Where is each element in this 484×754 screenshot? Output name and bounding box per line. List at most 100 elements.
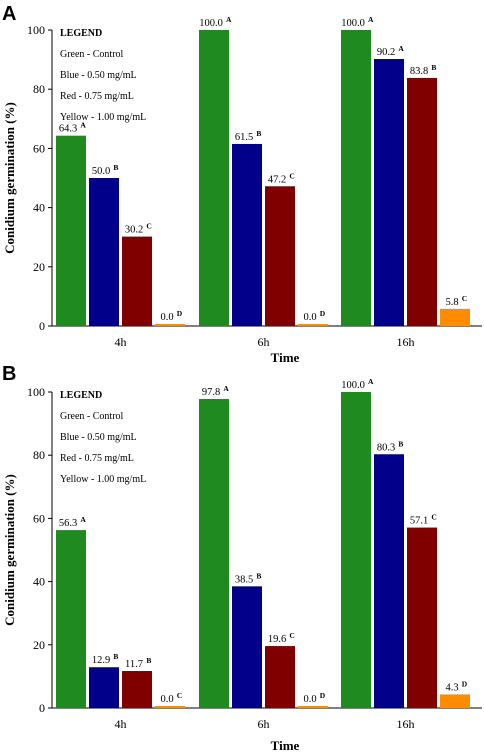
bar-red-4h xyxy=(122,671,152,708)
data-label-value: 5.8 xyxy=(445,297,458,308)
significance-letter: A xyxy=(80,121,86,130)
legend-title: LEGEND xyxy=(60,390,102,401)
significance-letter: C xyxy=(431,513,436,522)
data-label-value: 57.1 xyxy=(410,516,428,527)
panel-label-b: B xyxy=(2,363,16,385)
y-tick-label: 40 xyxy=(33,201,45,215)
panel-label-a: A xyxy=(2,3,16,25)
bar-blue-6h xyxy=(232,586,262,708)
significance-letter: C xyxy=(289,171,294,180)
legend-entry: Yellow - 1.00 mg/mL xyxy=(60,474,146,485)
data-label-value: 90.2 xyxy=(377,47,395,58)
legend-title: LEGEND xyxy=(60,28,102,39)
bar-blue-4h xyxy=(89,178,119,326)
significance-letter: B xyxy=(256,129,261,138)
x-tick-label: 16h xyxy=(397,717,415,731)
data-label-value: 0.0 xyxy=(303,312,316,323)
bar-red-4h xyxy=(122,236,152,326)
bar-yellow-16h xyxy=(440,308,470,326)
bar-green-4h xyxy=(56,135,86,326)
bar-red-6h xyxy=(265,186,295,326)
y-tick-label: 0 xyxy=(39,701,45,715)
x-axis-title: Time xyxy=(271,350,300,365)
bar-blue-16h xyxy=(374,59,404,327)
chart-panel-a: 0 20 40 60 80 100 Conidium germination (%) 64.3… xyxy=(2,15,482,365)
data-label-value: 12.9 xyxy=(92,655,110,666)
data-label-value: 61.5 xyxy=(235,132,253,143)
x-tick-label: 16h xyxy=(397,335,415,349)
legend-entry: Blue - 0.50 mg/mL xyxy=(60,70,137,81)
bar-yellow-6h xyxy=(298,324,328,326)
legend-entry: Blue - 0.50 mg/mL xyxy=(60,432,137,443)
significance-letter: B xyxy=(113,163,118,172)
data-label-value: 11.7 xyxy=(125,659,143,670)
y-tick-label: 60 xyxy=(33,511,45,525)
data-label-value: 19.6 xyxy=(268,634,286,645)
bar-green-16h xyxy=(341,392,371,708)
bar-yellow-4h xyxy=(155,324,185,326)
data-label-value: 0.0 xyxy=(160,694,173,705)
significance-letter: D xyxy=(320,691,326,700)
legend-entry: Red - 0.75 mg/mL xyxy=(60,453,134,464)
bar-blue-16h xyxy=(374,454,404,708)
significance-letter: A xyxy=(80,515,86,524)
bar-blue-4h xyxy=(89,667,119,708)
significance-letter: B xyxy=(146,656,151,665)
chart-panel-b: 0 20 40 60 80 100 Conidium germination (%) 56.3… xyxy=(2,377,482,753)
bar-green-6h xyxy=(199,30,229,326)
y-tick-label: 80 xyxy=(33,82,45,96)
data-label-value: 64.3 xyxy=(59,124,77,135)
legend-entry: Red - 0.75 mg/mL xyxy=(60,91,134,102)
bar-blue-6h xyxy=(232,143,262,326)
y-tick-label: 0 xyxy=(39,319,45,333)
data-label-value: 97.8 xyxy=(202,387,220,398)
data-label-value: 80.3 xyxy=(377,442,395,453)
y-tick-label: 20 xyxy=(33,638,45,652)
significance-letter: D xyxy=(320,309,326,318)
bar-red-16h xyxy=(407,77,437,327)
bar-green-16h xyxy=(341,30,371,326)
legend-entry: Green - Control xyxy=(60,49,124,60)
data-label-value: 30.2 xyxy=(125,225,143,236)
data-label-value: 47.2 xyxy=(268,174,286,185)
y-axis-title: Conidium germination (%) xyxy=(2,102,17,254)
significance-letter: A xyxy=(368,377,374,386)
significance-letter: B xyxy=(113,652,118,661)
bar-green-6h xyxy=(199,398,229,708)
significance-letter: A xyxy=(223,384,229,393)
bar-green-4h xyxy=(56,530,86,708)
data-label-value: 0.0 xyxy=(160,312,173,323)
bar-yellow-16h xyxy=(440,694,470,708)
significance-letter: B xyxy=(398,439,403,448)
significance-letter: A xyxy=(226,15,232,24)
x-tick-label: 4h xyxy=(115,335,127,349)
significance-letter: C xyxy=(177,691,182,700)
significance-letter: A xyxy=(368,15,374,24)
y-tick-label: 40 xyxy=(33,575,45,589)
x-tick-label: 6h xyxy=(258,335,270,349)
significance-letter: C xyxy=(289,631,294,640)
data-label-value: 100.0 xyxy=(199,18,223,29)
legend-entry: Yellow - 1.00 mg/mL xyxy=(60,112,146,123)
bar-yellow-6h xyxy=(298,706,328,708)
legend-entry: Green - Control xyxy=(60,411,124,422)
data-label-value: 4.3 xyxy=(445,682,458,693)
bar-red-16h xyxy=(407,527,437,708)
bar-red-6h xyxy=(265,646,295,708)
y-tick-label: 60 xyxy=(33,141,45,155)
significance-letter: B xyxy=(256,571,261,580)
significance-letter: D xyxy=(177,309,183,318)
x-tick-label: 6h xyxy=(258,717,270,731)
x-tick-label: 4h xyxy=(115,717,127,731)
data-label-value: 100.0 xyxy=(341,18,365,29)
data-label-value: 100.0 xyxy=(341,380,365,391)
y-tick-label: 20 xyxy=(33,260,45,274)
bar-yellow-4h xyxy=(155,706,185,708)
significance-letter: D xyxy=(462,679,468,688)
significance-letter: C xyxy=(462,294,467,303)
y-axis-title: Conidium germination (%) xyxy=(2,474,17,626)
x-axis-title: Time xyxy=(271,738,300,753)
y-tick-label: 100 xyxy=(27,385,45,399)
y-tick-label: 80 xyxy=(33,448,45,462)
